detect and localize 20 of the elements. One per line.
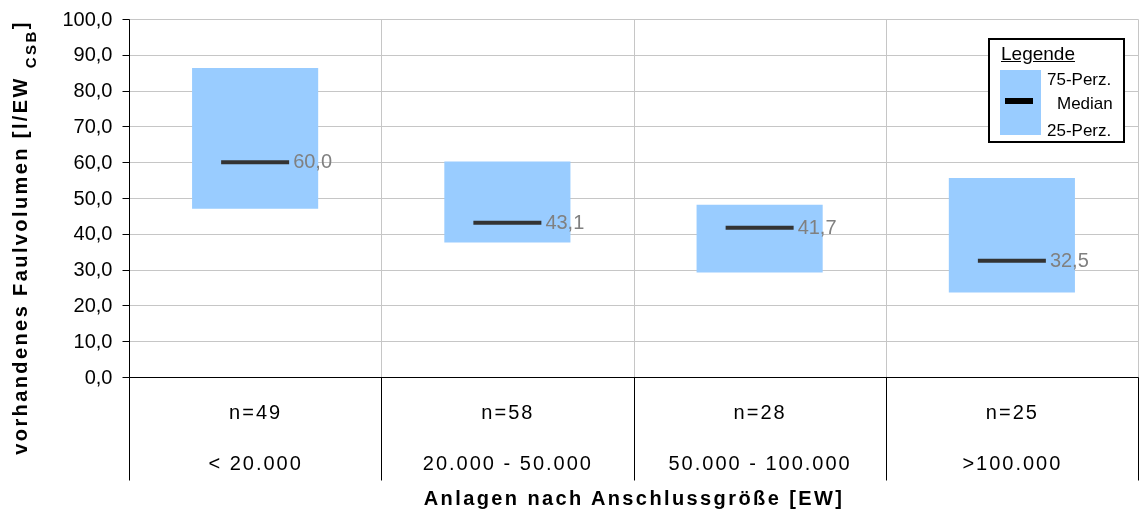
y-tick-label: 10,0 — [73, 329, 113, 352]
category-label: n=58 20.000 - 50.000 — [422, 400, 593, 474]
category-label: n=28 50.000 - 100.000 — [668, 400, 852, 474]
y-tick-label: 50,0 — [73, 186, 113, 209]
annotation: 75-Perz. — [1047, 70, 1112, 89]
y-tick-label: 60,0 — [73, 150, 113, 173]
annotation: Median — [1057, 94, 1113, 113]
annotation: 25-Perz. — [1047, 121, 1112, 140]
x-axis-title: Anlagen nach Anschlussgröße [EW] — [423, 487, 845, 509]
y-tick-label: 100,0 — [62, 7, 113, 30]
y-tick-label: 0,0 — [84, 365, 113, 388]
legend-title: Legende — [1001, 43, 1075, 64]
category-label: n=25 >100.000 — [962, 400, 1063, 474]
y-tick-label: 70,0 — [73, 114, 113, 137]
y-tick-label: 20,0 — [73, 293, 113, 316]
y-tick-label: 80,0 — [73, 79, 113, 102]
y-tick-label: 90,0 — [73, 43, 113, 66]
y-tick-label: 30,0 — [73, 258, 113, 281]
y-tick-label: 40,0 — [73, 222, 113, 245]
category-label: n=49 < 20.000 — [208, 400, 303, 474]
